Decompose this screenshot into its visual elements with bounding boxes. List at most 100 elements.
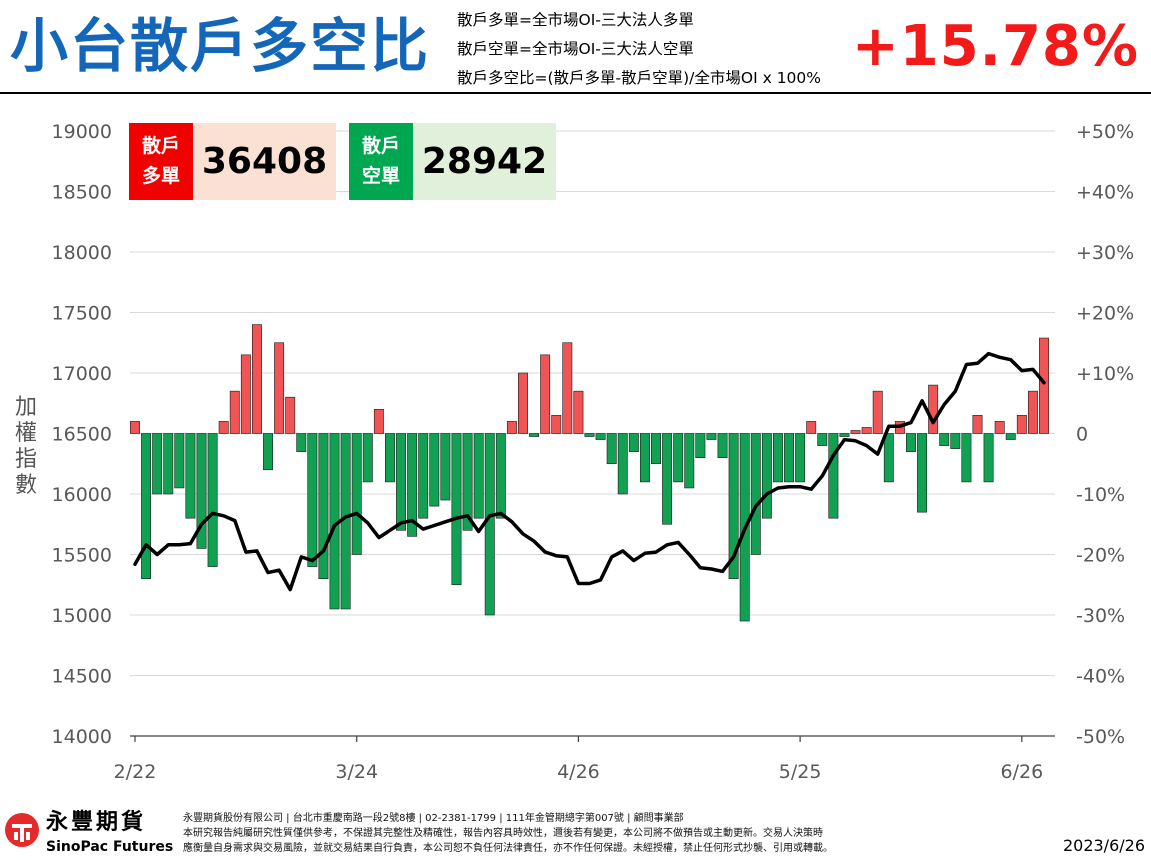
disclaimer-line: 應衡量自身需求與交易風險，並就交易結果自行負責，本公司恕不負任何法律責任，亦不作… <box>183 843 833 854</box>
short-label-box: 散戶 空單 <box>349 123 413 200</box>
bar <box>684 433 695 489</box>
right-tick-label: -40% <box>1076 666 1125 688</box>
definition-long: 散戶多單=全市場OI-三大法人多單 <box>457 11 694 29</box>
left-tick-label: 15000 <box>52 605 112 627</box>
bar <box>872 390 883 434</box>
right-tick-label: +50% <box>1076 121 1134 143</box>
bar <box>251 324 262 434</box>
bar <box>584 433 595 437</box>
bar <box>407 433 418 537</box>
right-tick-label: +30% <box>1076 242 1134 264</box>
bar <box>473 433 484 519</box>
brand-name-cn: 永豐期貨 <box>46 810 147 835</box>
bar <box>540 354 551 434</box>
bar <box>662 433 673 525</box>
bar <box>462 433 473 531</box>
bar <box>429 433 440 507</box>
bar <box>296 433 307 452</box>
short-value-box: 28942 <box>413 123 556 200</box>
bar <box>673 433 684 483</box>
bar <box>784 433 794 483</box>
left-axis-title-char: 指 <box>14 447 37 472</box>
left-axis-title-char: 權 <box>14 421 37 446</box>
bar <box>939 433 950 446</box>
bar <box>551 415 562 434</box>
bar <box>651 433 661 465</box>
bar <box>440 433 451 501</box>
bar <box>917 433 928 513</box>
bar <box>839 433 850 437</box>
bar <box>518 372 528 434</box>
left-axis-title: 加 權 指 數 <box>12 395 40 499</box>
bar <box>828 433 839 519</box>
bar <box>196 433 207 549</box>
bar <box>728 433 739 579</box>
bar <box>717 433 728 459</box>
bar <box>218 421 229 434</box>
bar <box>484 433 495 616</box>
brand-name-en: SinoPac Futures <box>46 839 174 855</box>
bar <box>950 433 961 449</box>
long-label-line2: 多單 <box>141 165 180 187</box>
bar <box>850 430 861 434</box>
bar <box>562 342 573 434</box>
right-tick-label: 0 <box>1076 424 1088 446</box>
bar <box>639 433 650 483</box>
left-tick-label: 19000 <box>52 121 112 143</box>
left-tick-label: 17500 <box>52 303 112 325</box>
left-tick-label: 15500 <box>52 545 112 567</box>
right-tick-label: +40% <box>1076 182 1134 204</box>
bar <box>163 433 174 495</box>
bar <box>373 408 384 434</box>
definitions: 散戶多單=全市場OI-三大法人多單 散戶空單=全市場OI-三大法人空單 散戶多空… <box>457 6 821 93</box>
bar <box>418 433 429 519</box>
bar <box>761 433 772 519</box>
bar <box>529 433 540 437</box>
x-tick-label: 4/26 <box>557 761 600 783</box>
left-tick-label: 14000 <box>52 726 112 748</box>
short-label-line1: 散戶 <box>361 135 400 157</box>
left-tick-label: 18000 <box>52 242 112 264</box>
bar <box>174 433 185 489</box>
disclaimer: 永豐期貨股份有限公司 | 台北市重慶南路一段2號8樓 | 02-2381-179… <box>183 811 833 856</box>
bar <box>495 433 506 519</box>
long-label-box: 散戶 多單 <box>129 123 193 200</box>
right-tick-label: -30% <box>1076 605 1125 627</box>
definition-ratio: 散戶多空比=(散戶多單-散戶空單)/全市場OI x 100% <box>457 69 822 87</box>
left-tick-label: 16500 <box>52 424 112 446</box>
bar <box>706 433 717 440</box>
bar <box>451 433 462 586</box>
bar <box>362 433 373 483</box>
right-tick-label: -20% <box>1076 545 1125 567</box>
left-tick-label: 17000 <box>52 363 112 385</box>
bar <box>628 433 639 452</box>
bar <box>983 433 994 483</box>
bar <box>972 415 983 434</box>
disclaimer-line: 永豐期貨股份有限公司 | 台北市重慶南路一段2號8樓 | 02-2381-179… <box>183 813 684 824</box>
short-label-line2: 空單 <box>361 165 400 187</box>
bar <box>695 433 706 459</box>
bar <box>806 421 817 434</box>
bar <box>961 433 972 483</box>
x-tick-label: 5/25 <box>779 761 822 783</box>
left-tick-label: 14500 <box>52 666 112 688</box>
bar <box>285 396 296 434</box>
bar <box>750 433 761 555</box>
bar <box>185 433 196 519</box>
bar <box>883 433 894 483</box>
left-axis-title-char: 數 <box>14 473 37 498</box>
bar <box>595 433 606 440</box>
left-axis-title-char: 加 <box>14 395 37 420</box>
long-label-line1: 散戶 <box>141 135 180 157</box>
bar <box>274 342 285 434</box>
bar <box>617 433 628 495</box>
right-tick-label: -50% <box>1076 726 1125 748</box>
page-title: 小台散戶多空比 <box>10 12 431 80</box>
bar <box>795 433 806 483</box>
bar <box>152 433 163 495</box>
report-date: 2023/6/26 <box>1062 836 1145 855</box>
long-value-box: 36408 <box>193 123 336 200</box>
bar <box>606 433 617 465</box>
bar <box>928 384 939 434</box>
x-tick-label: 3/24 <box>335 761 378 783</box>
